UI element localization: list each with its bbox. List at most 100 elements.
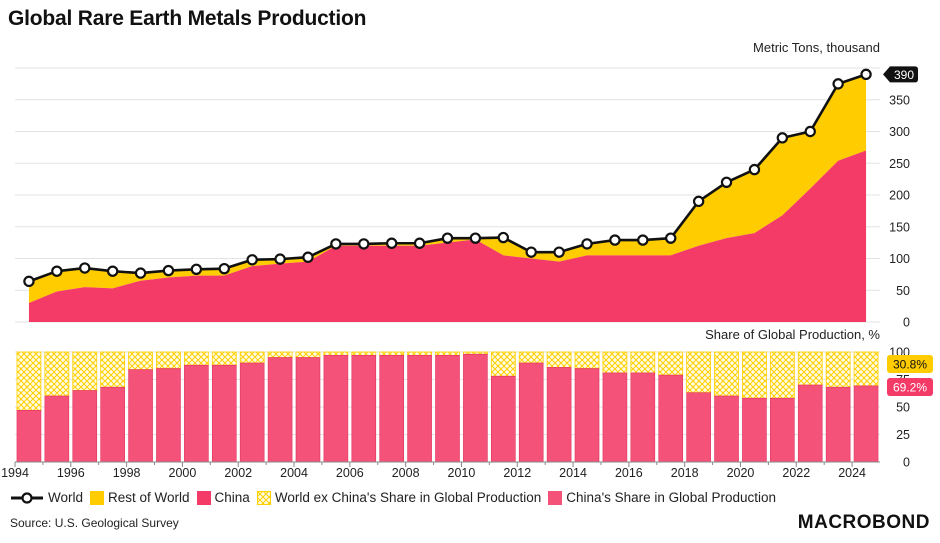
- x-tick-label: 1998: [113, 466, 141, 480]
- x-tick-label: 2024: [838, 466, 866, 480]
- ex-china-share-bar: [742, 351, 767, 399]
- china-share-bar: [323, 354, 349, 463]
- world-point: [106, 265, 119, 277]
- top-ytick-label: 200: [889, 189, 910, 203]
- ex-china-share-bar: [351, 351, 377, 356]
- world-point: [665, 232, 677, 244]
- china-share-bar: [295, 357, 321, 463]
- china-share-bar: [156, 368, 181, 463]
- world-point: [51, 265, 63, 277]
- china-share-bar: [491, 375, 516, 463]
- legend-china: China: [196, 490, 250, 505]
- x-tick-label: 2016: [615, 466, 643, 480]
- world-point: [469, 232, 482, 244]
- top-ytick-label: 50: [896, 284, 910, 298]
- china-share-bar: [16, 409, 42, 463]
- world-point: [776, 132, 789, 144]
- china-share-bar: [686, 392, 711, 463]
- ex-share-last-bg: [887, 355, 933, 373]
- world-point: [441, 232, 454, 244]
- top-ytick-label: 150: [889, 220, 910, 234]
- world-point: [358, 238, 370, 250]
- x-tick-label: 2008: [392, 466, 420, 480]
- legend-rest-swatch: [90, 490, 105, 505]
- world-point: [525, 246, 537, 258]
- ex-china-share-bar: [797, 351, 823, 386]
- world-point: [748, 163, 761, 176]
- ex-china-share-bar: [156, 351, 181, 369]
- china-share-bar: [742, 397, 767, 463]
- world-point: [23, 275, 35, 288]
- china-share-bar: [184, 364, 209, 463]
- top-ytick-label: 100: [889, 252, 910, 266]
- china-share-bar: [211, 364, 237, 463]
- legend: World Rest of World China World ex China…: [10, 490, 783, 505]
- world-point: [609, 234, 621, 246]
- ex-share-last-tag: 30.8%: [887, 355, 933, 373]
- source-note: Source: U.S. Geological Survey: [10, 516, 179, 530]
- ex-china-share-bar: [267, 351, 293, 358]
- legend-china-label: China: [214, 490, 250, 505]
- china-share-bar: [546, 367, 572, 463]
- world-point: [162, 264, 175, 277]
- x-tick-label: 1994: [1, 466, 29, 480]
- legend-world-swatch: [11, 491, 43, 504]
- macrobond-logo: MACROBOND: [797, 512, 930, 533]
- china-share-bar: [825, 386, 851, 463]
- bottom-ytick-label: 25: [896, 428, 910, 442]
- x-tick-label: 2018: [671, 466, 699, 480]
- legend-rest: Rest of World: [90, 490, 190, 505]
- top-ytick-label: 350: [889, 93, 910, 107]
- china-share-bar: [435, 354, 460, 463]
- world-point: [274, 253, 286, 265]
- world-last-value-label: 390: [894, 68, 914, 82]
- ex-china-share-bar: [658, 351, 684, 376]
- china-share-bar: [658, 374, 684, 463]
- world-point: [385, 237, 398, 249]
- world-point: [79, 262, 91, 274]
- china-share-bar: [630, 372, 656, 463]
- x-tick-label: 2004: [280, 466, 308, 480]
- ex-china-share-bar: [769, 351, 795, 399]
- ex-china-share-bar: [686, 351, 712, 394]
- world-point: [190, 263, 203, 275]
- world-point: [832, 78, 844, 90]
- ex-china-share-bar: [100, 351, 126, 388]
- china-area: [28, 150, 867, 322]
- ex-china-share-bar: [825, 351, 851, 388]
- china-share-bar: [714, 395, 739, 463]
- world-last-value-tag: 390: [883, 66, 918, 83]
- china-share-bar: [602, 372, 628, 463]
- legend-china-share-swatch: [548, 490, 563, 505]
- ex-china-share-bar: [574, 351, 600, 369]
- ex-china-share-bar: [546, 351, 572, 368]
- world-point: [497, 231, 510, 244]
- x-tick-label: 2010: [448, 466, 476, 480]
- ex-china-share-bar: [714, 351, 739, 397]
- legend-ex-share: World ex China's Share in Global Product…: [256, 490, 541, 505]
- legend-ex-share-swatch: [256, 490, 271, 505]
- china-share-last-bg: [887, 378, 933, 396]
- world-point: [692, 195, 705, 208]
- china-share-bar: [72, 390, 98, 463]
- china-share-last-tag: 69.2%: [887, 378, 933, 396]
- ex-china-share-bar: [379, 351, 405, 356]
- x-tick-label: 2000: [169, 466, 197, 480]
- x-tick-label: 2020: [727, 466, 755, 480]
- china-share-bar: [407, 354, 432, 463]
- world-point: [860, 68, 872, 81]
- ex-china-share-bar: [211, 351, 237, 366]
- top-ytick-label: 300: [889, 125, 910, 139]
- world-point: [553, 246, 565, 258]
- legend-china-share: China's Share in Global Production: [548, 490, 776, 505]
- legend-china-swatch: [196, 490, 211, 505]
- world-point: [720, 176, 733, 188]
- china-share-bar: [44, 395, 70, 463]
- ex-china-share-bar: [128, 351, 153, 371]
- china-share-bar: [797, 384, 823, 463]
- china-share-bar: [853, 385, 879, 463]
- ex-china-share-bar: [630, 351, 656, 374]
- bottom-ytick-label: 0: [903, 456, 910, 470]
- china-share-bar: [351, 354, 377, 463]
